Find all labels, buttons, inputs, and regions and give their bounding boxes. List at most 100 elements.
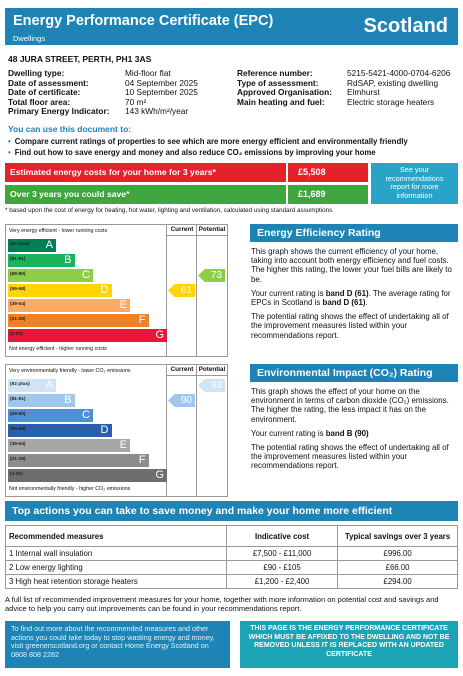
action-value: £1,200 - £2,400: [225, 574, 339, 589]
rating-band: (55-68) D: [8, 424, 112, 437]
detail-value: 143 kWh/m²/year: [125, 106, 189, 117]
column-separator: [166, 365, 167, 496]
action-row: 3 High heat retention storage heaters £1,…: [5, 574, 458, 589]
energy-text: This graph shows the current efficiency …: [251, 247, 457, 345]
action-measure: 1 Internal wall insulation: [5, 546, 227, 561]
current-rating: 90: [168, 394, 195, 407]
detail-row: Total floor area: 70 m²: [8, 97, 198, 108]
detail-label: Reference number:: [237, 68, 313, 78]
rating-band: (69-80) C: [8, 269, 93, 282]
band-range: (55-68): [10, 287, 26, 292]
detail-row: Date of assessment: 04 September 2025: [8, 77, 198, 89]
detail-row: Primary Energy Indicator: 143 kWh/m²/year: [8, 107, 198, 117]
header-bar: Energy Performance Certificate (EPC) Dwe…: [5, 8, 458, 45]
footer-notice: THIS PAGE IS THE ENERGY PERFORMANCE CERT…: [240, 621, 458, 668]
highlight: band B (90): [325, 428, 369, 438]
side-note: See your recommendations report for more…: [371, 163, 458, 204]
action-measure: 2 Low energy lighting: [5, 560, 227, 575]
band-range: (92 plus): [10, 382, 30, 387]
section-heading: Environmental Impact (CO₂) Rating: [250, 364, 458, 382]
text: The potential rating shows the effect of…: [251, 312, 449, 340]
action-value: £90 - £105: [225, 560, 339, 575]
highlight: band D (61): [325, 288, 369, 298]
rating-band: (81-91) B: [8, 394, 75, 407]
column-header: Indicative cost: [225, 525, 339, 547]
text: . The average rating for EPCs in Scotlan…: [251, 288, 451, 308]
detail-label: Date of assessment:: [8, 77, 89, 88]
detail-label: Date of certificate:: [8, 87, 81, 98]
region: Scotland: [363, 15, 448, 37]
details-right: Reference number: 5215-5421-4000-0704-620…: [237, 68, 450, 108]
band-range: (1-20): [10, 472, 23, 477]
detail-label: Dwelling type:: [8, 68, 65, 78]
paragraph: The potential rating shows the effect of…: [251, 312, 457, 340]
detail-label: Primary Energy Indicator:: [8, 106, 110, 117]
bottom-label: Not energy efficient - higher running co…: [9, 346, 107, 352]
column-header: Potential: [198, 226, 226, 233]
rating-band: (39-54) E: [8, 439, 130, 452]
band-range: (92 plus): [10, 242, 30, 247]
paragraph: Your current rating is band D (61). The …: [251, 289, 457, 307]
detail-row: Reference number: 5215-5421-4000-0704-620…: [237, 68, 450, 79]
rating-band: (92 plus) A: [8, 239, 56, 252]
detail-row: Date of certificate: 10 September 2025: [8, 87, 198, 98]
rating-band: (21-38) F: [8, 314, 149, 327]
detail-value: Mid-floor flat: [125, 68, 171, 78]
rating-band: (55-68) D: [8, 284, 112, 297]
details-left: Dwelling type: Mid-floor flat Date of asse…: [8, 68, 198, 117]
column-header: Typical savings over 3 years: [337, 525, 458, 547]
band-letter: D: [100, 284, 109, 296]
detail-value: Elmhurst: [347, 87, 380, 98]
title: Energy Performance Certificate (EPC): [13, 13, 274, 29]
footer-info: To find out more about the recommended m…: [5, 621, 230, 668]
detail-value: Electric storage heaters: [347, 96, 435, 107]
energy-rating-chart: Current Potential Very energy efficient - …: [5, 224, 228, 357]
text: .: [365, 298, 368, 308]
rating-band: (39-54) E: [8, 299, 130, 312]
highlight: band D (61): [322, 298, 366, 308]
detail-label: Approved Organisation:: [237, 87, 332, 98]
use-item: Find out how to save energy and money an…: [8, 148, 376, 157]
top-label: Very environmentally friendly - lower CO…: [9, 368, 131, 374]
detail-label: Type of assessment:: [237, 77, 319, 88]
text: Your current rating is: [251, 288, 326, 298]
bottom-label: Not environmentally friendly - higher CO…: [9, 486, 131, 492]
band-letter: C: [82, 269, 90, 281]
detail-label: Main heating and fuel:: [237, 96, 325, 107]
actions-heading: Top actions you can take to save money a…: [5, 501, 458, 521]
band-letter: B: [64, 254, 72, 266]
band-range: (69-80): [10, 412, 26, 417]
action-value: £294.00: [337, 574, 458, 589]
text: Your current rating is: [251, 428, 326, 438]
action-value: £996.00: [337, 546, 458, 561]
band-range: (21-38): [10, 317, 26, 322]
env-text: This graph shows the effect of your home…: [251, 387, 457, 476]
rating-band: (1-20) G: [8, 469, 167, 482]
current-rating: 61: [168, 284, 195, 297]
column-header: Current: [170, 226, 194, 233]
band-letter: F: [138, 454, 146, 466]
column-header: Recommended measures: [5, 525, 227, 547]
band-range: (39-54): [10, 442, 26, 447]
cost-label: Estimated energy costs for your home for…: [5, 163, 286, 182]
rating-band: (81-91) B: [8, 254, 75, 267]
column-separator: [166, 225, 167, 356]
column-header: Potential: [198, 366, 226, 373]
band-letter: C: [82, 409, 90, 421]
rating-band: (92 plus) A: [8, 379, 56, 392]
band-range: (69-80): [10, 272, 26, 277]
header-row: Recommended measures Indicative cost Typic…: [5, 525, 458, 547]
env-rating-chart: Current Potential Very environmentally fri…: [5, 364, 228, 497]
action-row: 1 Internal wall insulation £7,500 - £11,0…: [5, 546, 458, 561]
uses-heading: You can use this document to:: [8, 124, 132, 134]
action-measure: 3 High heat retention storage heaters: [5, 574, 227, 589]
detail-row: Main heating and fuel: Electric storage h…: [237, 96, 450, 108]
detail-value: 10 September 2025: [125, 87, 198, 98]
band-letter: B: [64, 394, 72, 406]
band-range: (55-68): [10, 427, 26, 432]
header-rule: [166, 375, 227, 376]
paragraph: Your current rating is band B (90): [251, 429, 457, 438]
rating-band: (1-20) G: [8, 329, 167, 342]
band-letter: A: [45, 239, 53, 251]
